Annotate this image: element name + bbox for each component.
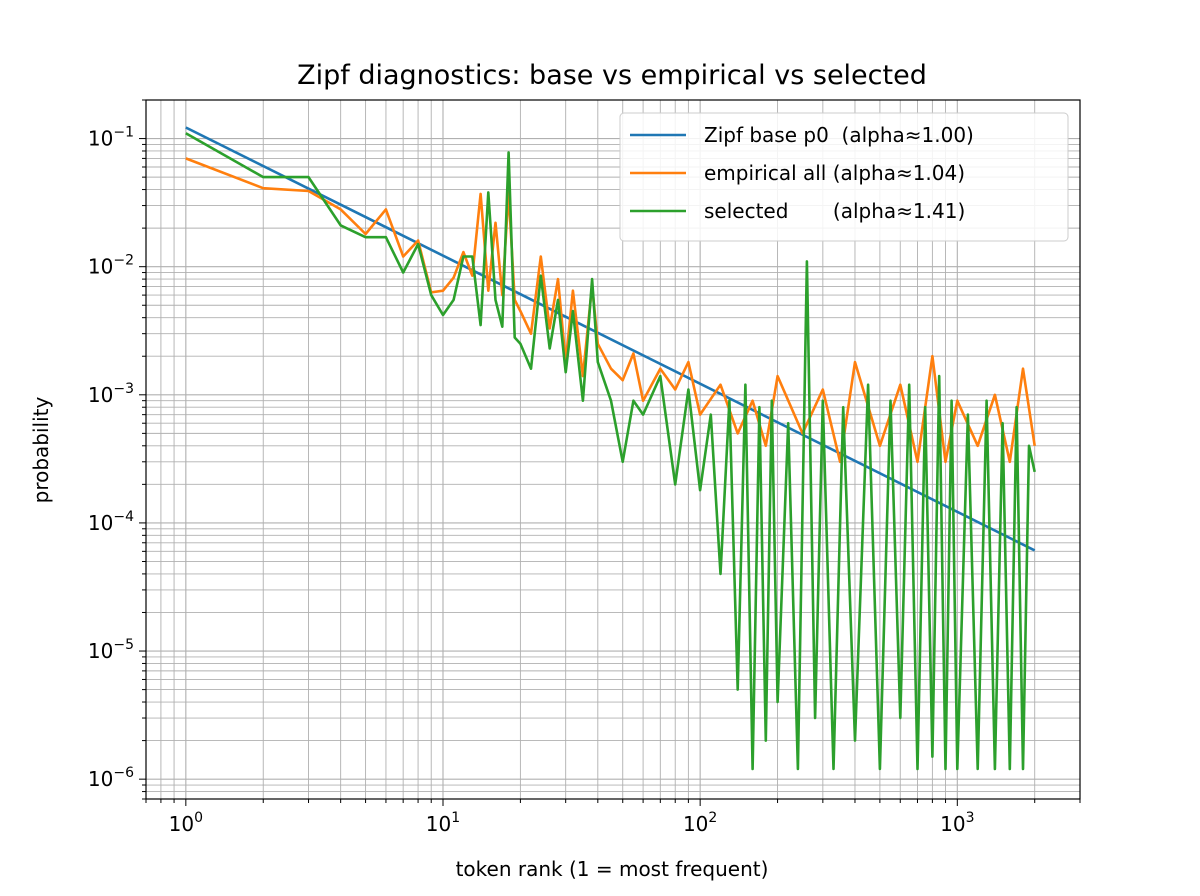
legend-entry: Zipf base p0 (alpha≈1.00) — [704, 123, 974, 147]
y-axis-label: probability — [29, 396, 53, 503]
y-tick-label: 10−5 — [88, 637, 134, 663]
x-tick-label: 103 — [940, 810, 974, 836]
y-tick-label: 10−2 — [88, 253, 134, 279]
y-tick-label: 10−6 — [88, 765, 134, 791]
plot-frame — [145, 99, 1081, 800]
y-axis: 10−1 10−2 10−3 10−4 10−5 10−6 — [88, 99, 146, 800]
legend-box — [619, 112, 1069, 242]
series-line-3 — [185, 132, 1036, 771]
chart-title: Zipf diagnostics: base vs empirical vs s… — [297, 60, 927, 91]
x-tick-label: 102 — [683, 810, 717, 836]
plot-area — [185, 126, 1036, 771]
y-tick-label: 10−3 — [88, 381, 134, 407]
y-tick-label: 10−4 — [88, 509, 134, 535]
x-tick-label: 100 — [169, 810, 203, 836]
x-axis-label: token rank (1 = most frequent) — [456, 857, 769, 881]
series-layer — [185, 126, 1036, 771]
x-axis: 100 101 102 103 — [145, 799, 1081, 836]
y-tick-label: 10−1 — [88, 125, 134, 151]
x-tick-label: 101 — [426, 810, 460, 836]
legend: Zipf base p0 (alpha≈1.00) empirical all (… — [619, 112, 1069, 242]
legend-entry: selected (alpha≈1.41) — [704, 199, 965, 223]
legend-entry: empirical all (alpha≈1.04) — [704, 161, 965, 185]
